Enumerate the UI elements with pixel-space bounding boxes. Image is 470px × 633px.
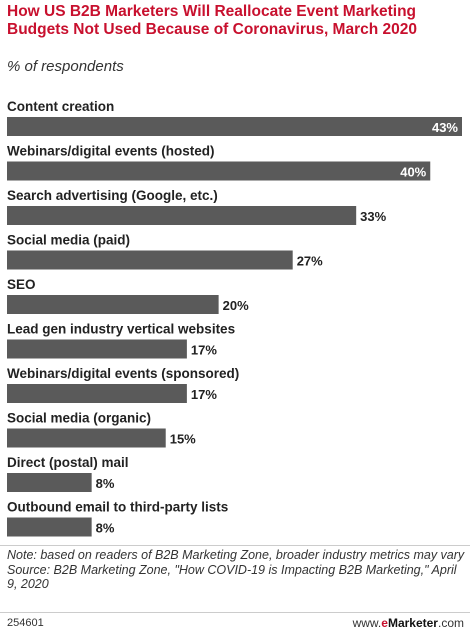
bar <box>7 117 462 136</box>
category-label: Social media (paid) <box>7 233 130 248</box>
brand-logo: www.eMarketer.com <box>352 616 464 630</box>
category-label: Outbound email to third-party lists <box>7 500 228 515</box>
category-label: Direct (postal) mail <box>7 455 129 470</box>
value-label: 20% <box>223 298 249 313</box>
value-label: 8% <box>96 521 115 536</box>
value-label: 40% <box>400 165 426 180</box>
value-label: 17% <box>191 343 217 358</box>
divider <box>0 545 470 546</box>
category-label: Search advertising (Google, etc.) <box>7 188 218 203</box>
note-text: Note: based on readers of B2B Marketing … <box>7 548 465 562</box>
category-label: SEO <box>7 277 36 292</box>
category-label: Social media (organic) <box>7 411 151 426</box>
footer-divider <box>0 612 470 613</box>
footnote: Note: based on readers of B2B Marketing … <box>7 548 467 592</box>
value-label: 43% <box>432 120 458 135</box>
bar <box>7 295 219 314</box>
bar <box>7 428 166 448</box>
bar <box>7 250 293 270</box>
chart-id: 254601 <box>7 617 44 629</box>
value-label: 15% <box>170 432 196 447</box>
bar-chart: Content creation 43% Webinars/digital even… <box>7 99 462 537</box>
category-label: Lead gen industry vertical websites <box>7 322 235 337</box>
value-label: 27% <box>297 254 323 269</box>
bar <box>7 339 187 359</box>
value-label: 33% <box>360 209 386 224</box>
source-text: Source: B2B Marketing Zone, "How COVID-1… <box>7 562 457 592</box>
value-label: 17% <box>191 387 217 402</box>
bar <box>7 517 92 537</box>
category-label: Webinars/digital events (hosted) <box>7 144 215 159</box>
value-label: 8% <box>96 476 115 491</box>
bar <box>7 473 92 492</box>
category-label: Content creation <box>7 99 114 114</box>
bar <box>7 206 357 225</box>
bar <box>7 161 431 181</box>
bar <box>7 384 187 403</box>
chart-subtitle: % of respondents <box>7 58 124 75</box>
category-label: Webinars/digital events (sponsored) <box>7 366 239 381</box>
chart-title: How US B2B Marketers Will Reallocate Eve… <box>7 3 418 38</box>
